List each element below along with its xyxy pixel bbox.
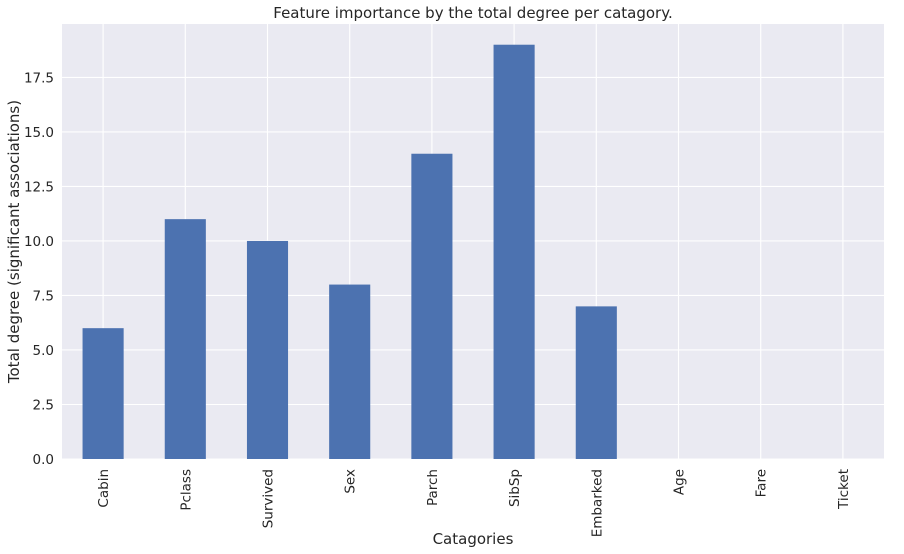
x-tick-label: Cabin [96, 469, 112, 508]
y-tick-label: 5.0 [33, 343, 54, 359]
y-tick-label: 7.5 [33, 288, 54, 304]
x-tick-label: Survived [261, 469, 277, 528]
x-tick-label: Sex [343, 469, 359, 494]
bar-pclass [164, 219, 206, 459]
x-axis-label: Catagories [433, 530, 514, 548]
bar-embarked [575, 306, 617, 459]
y-axis-label: Total degree (significant associations) [5, 100, 23, 384]
x-tick-label: Parch [425, 469, 441, 506]
bar-survived [246, 240, 289, 459]
x-tick-label: Embarked [589, 469, 605, 537]
x-axis-ticks: Cabin Pclass Survived Sex Parch SibSp Embarked… [96, 469, 852, 537]
chart-title: Feature importance by the total degree p… [273, 4, 672, 22]
y-tick-label: 10.0 [24, 234, 54, 250]
x-tick-label: Age [672, 469, 688, 495]
y-axis-ticks: 0.0 2.5 5.0 7.5 10.0 12.5 15.0 17.5 [24, 70, 54, 468]
y-tick-label: 12.5 [24, 179, 54, 195]
x-tick-label: SibSp [507, 469, 523, 507]
x-tick-label: Pclass [178, 469, 194, 511]
x-tick-label: Ticket [836, 469, 852, 510]
bar-parch [411, 153, 453, 459]
bars [82, 44, 617, 459]
y-tick-label: 17.5 [24, 70, 54, 86]
bar-cabin [82, 328, 124, 459]
bar-sibsp [493, 44, 535, 459]
y-tick-label: 0.0 [33, 452, 54, 468]
bar-sex [329, 284, 371, 459]
y-tick-label: 2.5 [33, 397, 54, 413]
y-tick-label: 15.0 [24, 125, 54, 141]
x-tick-label: Fare [754, 469, 770, 497]
